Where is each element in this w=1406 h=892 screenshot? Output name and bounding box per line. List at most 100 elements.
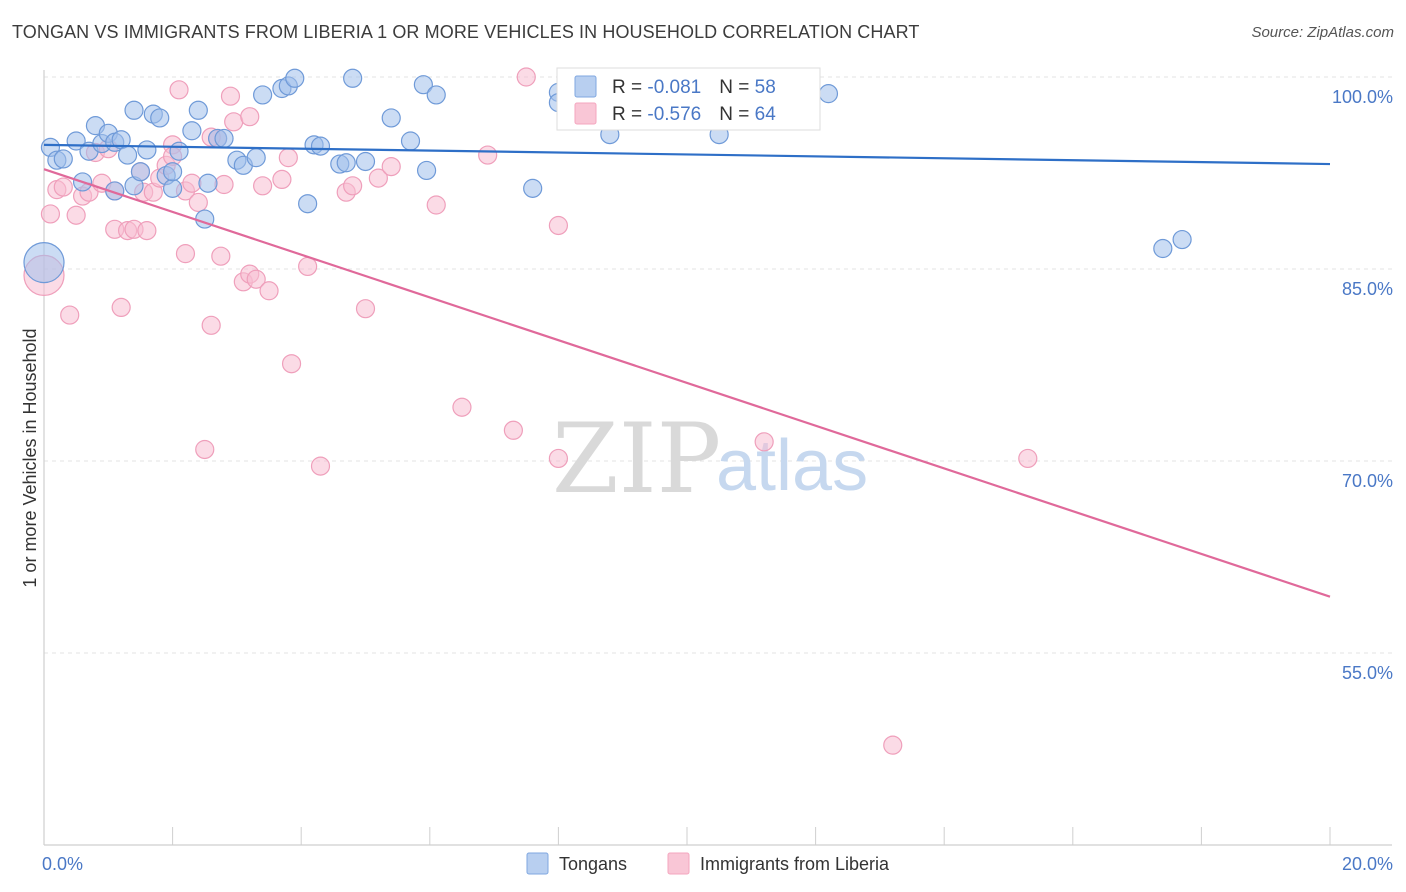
tongan-point-22: [163, 162, 183, 182]
tongan-point-33: [253, 85, 273, 105]
liberia-point-5: [66, 205, 86, 225]
liberia-n-value: 64: [755, 104, 777, 125]
liberia-point-3: [53, 177, 73, 197]
y-tick-label-2: 70.0%: [1342, 471, 1393, 491]
y-tick-label-3: 55.0%: [1342, 663, 1393, 683]
watermark: ZIP atlas: [552, 403, 868, 515]
liberia-point-54: [478, 145, 498, 165]
y-tick-label-0: 100.0%: [1332, 87, 1393, 107]
liberia-point-56: [516, 67, 536, 87]
tongan-point-41: [336, 153, 356, 173]
tongan-point-47: [416, 160, 437, 181]
tongan-point-55: [1153, 238, 1173, 259]
tongan-point-14: [124, 100, 144, 120]
liberia-point-41: [259, 281, 279, 301]
series-legend: Tongans Immigrants from Liberia: [526, 852, 890, 875]
tongan-point-23: [169, 141, 189, 161]
tongan-point-54: [818, 84, 839, 104]
liberia-point-39: [246, 269, 266, 289]
legend-swatch-liberia: [667, 852, 690, 875]
liberia-point-51: [381, 157, 401, 177]
liberia-point-37: [240, 107, 260, 127]
tongan-n-label: N =: [719, 77, 754, 98]
tongan-r-value: -0.081: [647, 77, 701, 98]
liberia-point-34: [220, 86, 241, 106]
x-tick-label-1: 20.0%: [1342, 854, 1393, 874]
liberia-stats-row: R = -0.576 N = 64: [612, 104, 776, 125]
tongan-point-27: [198, 173, 218, 193]
liberia-point-50: [368, 168, 388, 188]
tongan-point-25: [188, 100, 208, 120]
tongan-point-11: [105, 181, 125, 201]
liberia-point-33: [214, 174, 234, 195]
liberia-point-4: [60, 305, 80, 325]
liberia-n-label: N =: [719, 104, 754, 125]
liberia-point-28: [188, 192, 208, 213]
tongan-n-value: 58: [755, 77, 776, 98]
liberia-point-46: [310, 456, 331, 476]
legend-label-liberia: Immigrants from Liberia: [700, 854, 890, 874]
liberia-point-43: [278, 148, 298, 168]
tongan-point-19: [150, 108, 170, 128]
stats-legend: R = -0.081 N = 58 R = -0.576 N = 64: [556, 67, 821, 131]
liberia-point-30: [201, 315, 221, 335]
liberia-point-61: [883, 735, 903, 755]
tongan-stats-row: R = -0.081 N = 58: [612, 77, 776, 98]
liberia-point-42: [272, 169, 292, 189]
liberia-point-55: [503, 420, 523, 440]
tongan-point-3: [53, 149, 73, 169]
tongan-point-45: [400, 131, 421, 151]
source-credit: Source: ZipAtlas.com: [1251, 24, 1394, 41]
liberia-point-45: [298, 256, 318, 277]
liberia-point-44: [281, 354, 302, 374]
tongan-point-44: [381, 108, 401, 128]
tongan-r-label: R =: [612, 77, 647, 98]
watermark-zip: ZIP: [552, 403, 721, 515]
tongan-point-17: [137, 140, 157, 160]
tongan-point-32: [246, 148, 266, 168]
tongan-point-56: [1172, 229, 1192, 250]
legend-swatch-tongans: [526, 852, 549, 875]
tongan-point-37: [298, 194, 318, 214]
tongan-point-36: [285, 68, 305, 88]
liberia-point-26: [175, 244, 196, 264]
watermark-atlas: atlas: [716, 426, 868, 506]
tongan-point-42: [343, 68, 363, 88]
liberia-r-label: R =: [612, 104, 647, 125]
legend-label-tongans: Tongans: [559, 854, 627, 874]
tongan-point-43: [355, 151, 376, 172]
tongan-point-16: [130, 162, 151, 182]
tongan-point-48: [426, 85, 446, 105]
liberia-point-57: [548, 215, 569, 236]
tongan-trend-line: [43, 143, 1331, 166]
tongan-point-29: [214, 128, 234, 149]
liberia-point-29: [195, 439, 215, 460]
liberia-point-52: [426, 195, 446, 215]
liberia-point-40: [253, 176, 273, 196]
y-tick-labels: 100.0% 85.0% 70.0% 55.0%: [1332, 87, 1393, 683]
axes: [43, 70, 1392, 846]
x-tick-labels: 0.0% 20.0%: [42, 854, 1393, 874]
chart-title: TONGAN VS IMMIGRANTS FROM LIBERIA 1 OR M…: [12, 22, 920, 42]
liberia-point-24: [169, 80, 189, 100]
liberia-point-13: [111, 297, 131, 317]
liberia-point-32: [211, 246, 231, 266]
tongan-point-13: [117, 145, 138, 165]
tongan-point-49: [523, 178, 543, 198]
liberia-point-49: [355, 299, 376, 319]
liberia-stats-swatch: [574, 102, 597, 125]
tongan-point-39: [310, 136, 331, 156]
tongan-point-0: [23, 242, 65, 284]
tongan-point-46: [413, 75, 433, 95]
trend-lines: [43, 143, 1331, 598]
liberia-trend-line: [43, 168, 1331, 598]
liberia-point-53: [452, 397, 472, 417]
liberia-r-value: -0.576: [647, 104, 701, 125]
tongan-stats-swatch: [574, 75, 597, 98]
y-axis-label: 1 or more Vehicles in Household: [20, 328, 40, 587]
liberia-point-35: [224, 112, 244, 132]
liberia-point-59: [754, 432, 774, 452]
liberia-point-58: [548, 448, 569, 469]
liberia-point-1: [40, 204, 61, 224]
